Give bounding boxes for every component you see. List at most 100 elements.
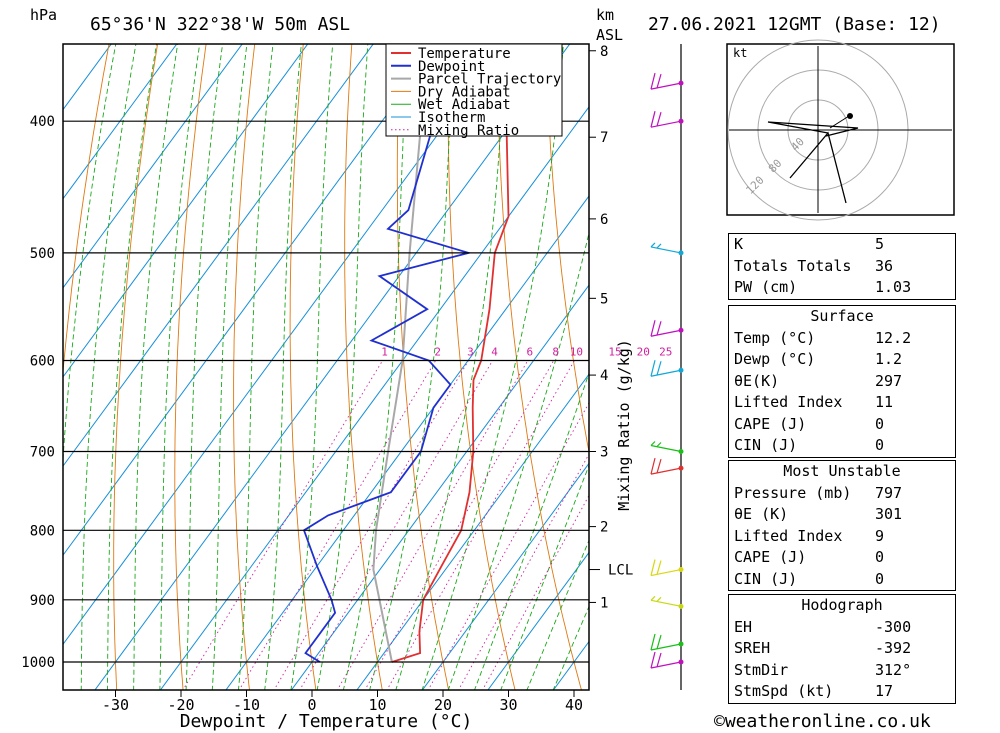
wind-barb-shaft [650, 568, 682, 577]
pressure-tick-label: 900 [30, 593, 55, 609]
mixing-ratio-tick-label: 1 [381, 346, 388, 359]
plot-frame [62, 43, 590, 691]
index-row: CIN (J) 0 [734, 436, 885, 454]
wet-adiabat-line [106, 44, 157, 690]
wind-barb-flag [656, 361, 662, 376]
mixing-ratio-tick-label: 6 [527, 346, 534, 359]
hodograph-storm-vector [829, 115, 850, 129]
lcl-label: LCL [608, 563, 633, 579]
wet-adiabat-line [474, 371, 589, 690]
wind-barb-column [650, 44, 684, 690]
isotherm-line [421, 462, 589, 690]
wind-barb-shaft [650, 599, 682, 607]
wind-barb-flag [650, 457, 656, 475]
mixing-ratio-line [458, 453, 589, 690]
wind-barb-shaft [650, 82, 682, 90]
wind-barb-flag [650, 595, 656, 601]
wind-barb-shaft [650, 661, 682, 669]
wind-barb-shaft [650, 329, 682, 337]
wet-adiabat-line [185, 44, 224, 690]
wind-barb-flag [650, 651, 656, 669]
mixing-ratio-line [386, 360, 575, 690]
wind-barb-flag [656, 243, 662, 249]
footer-credit: ©weatheronline.co.uk [714, 711, 931, 732]
index-row: CIN (J) 0 [734, 569, 885, 588]
wet-adiabat-line [133, 44, 179, 690]
wet-adiabat-line [316, 44, 369, 690]
wind-barb-flag [650, 320, 656, 337]
wind-barb-flag [656, 596, 662, 602]
wind-barb-flag [656, 458, 662, 474]
height-unit-label: km [596, 6, 614, 24]
index-row: CAPE (J) 0 [734, 548, 885, 566]
wet-adiabat-line [526, 539, 589, 690]
wet-adiabat-line [80, 44, 137, 690]
index-row: Lifted Index 11 [734, 393, 894, 411]
isotherm-line [0, 0, 128, 691]
mixing-ratio-tick-label: 10 [570, 346, 583, 359]
temperature-tick-label: 10 [368, 696, 386, 714]
dry-adiabat-line [63, 44, 110, 377]
index-row: Pressure (mb) 797 [734, 483, 903, 502]
mixing-ratio-tick-label: 15 [608, 346, 621, 359]
hodograph-unit-label: kt [733, 46, 747, 60]
dry-adiabat-line [289, 44, 317, 690]
height-tick-label: 5 [600, 291, 608, 307]
temperature-tick-label: 40 [565, 696, 583, 714]
temperature-tick-label: 0 [307, 696, 316, 714]
dewpoint-line [302, 44, 485, 663]
dry-adiabat-line [959, 0, 1000, 691]
wet-adiabat-line [369, 44, 454, 690]
datetime-title: 27.06.2021 12GMT (Base: 12) [648, 14, 941, 35]
wind-barb-flag [650, 633, 656, 651]
wind-barb-shaft [650, 369, 682, 377]
temperature-tick-label: 20 [434, 696, 452, 714]
isotherm-line [290, 284, 589, 690]
wet-adiabat-line [552, 605, 589, 690]
hodograph-trace [767, 121, 859, 137]
index-row: θE(K) 297 [734, 371, 903, 390]
isotherm-line [63, 44, 243, 289]
height-tick-label: 6 [600, 212, 608, 228]
x-axis-title: Dewpoint / Temperature (°C) [180, 711, 473, 732]
wet-adiabat-line [211, 44, 248, 690]
index-row: StmDir 312° [734, 660, 912, 679]
dry-adiabat-line [174, 44, 207, 690]
index-row: Totals Totals 36 [734, 256, 894, 275]
index-row: EH -300 [734, 617, 912, 636]
most-unstable-title: Most Unstable [783, 462, 901, 480]
pressure-unit-label: hPa [30, 6, 57, 24]
wind-barb-shaft [650, 444, 682, 453]
legend-label: Temperature [418, 46, 511, 62]
height-tick-label: 4 [600, 368, 608, 384]
wind-barb-flag [656, 321, 662, 336]
mixing-ratio-tick-label: 25 [659, 346, 672, 359]
wind-barb-flag [650, 242, 656, 248]
parcel-trajectory-line [372, 44, 426, 663]
height-tick-label: 2 [600, 520, 608, 536]
wind-barb-flag [650, 72, 656, 90]
wind-barb-flag [656, 442, 662, 447]
wind-barb-shaft [650, 643, 682, 651]
legend-label: Dry Adiabat [418, 84, 511, 100]
mixing-ratio-tick-label: 3 [467, 346, 474, 359]
dry-adiabat-line [545, 44, 589, 454]
mixing-ratio-line [238, 360, 436, 690]
isotherm-line [487, 551, 589, 690]
wet-adiabat-line [63, 44, 117, 467]
wind-barb-flag [650, 111, 656, 128]
pressure-tick-label: 1000 [21, 655, 55, 671]
temperature-tick-label: -10 [233, 696, 260, 714]
mixing-ratio-line [427, 402, 589, 690]
mixing-ratio-tick-label: 8 [552, 346, 559, 359]
isotherm-line [356, 373, 589, 690]
height-tick-label: 3 [600, 444, 608, 460]
isotherm-line [63, 44, 309, 378]
height-unit-label-2: ASL [596, 26, 623, 44]
wet-adiabat-line [264, 44, 302, 690]
dry-adiabat-line [233, 44, 256, 690]
wet-adiabat-line [395, 44, 506, 690]
wind-barb-flag [656, 560, 662, 575]
